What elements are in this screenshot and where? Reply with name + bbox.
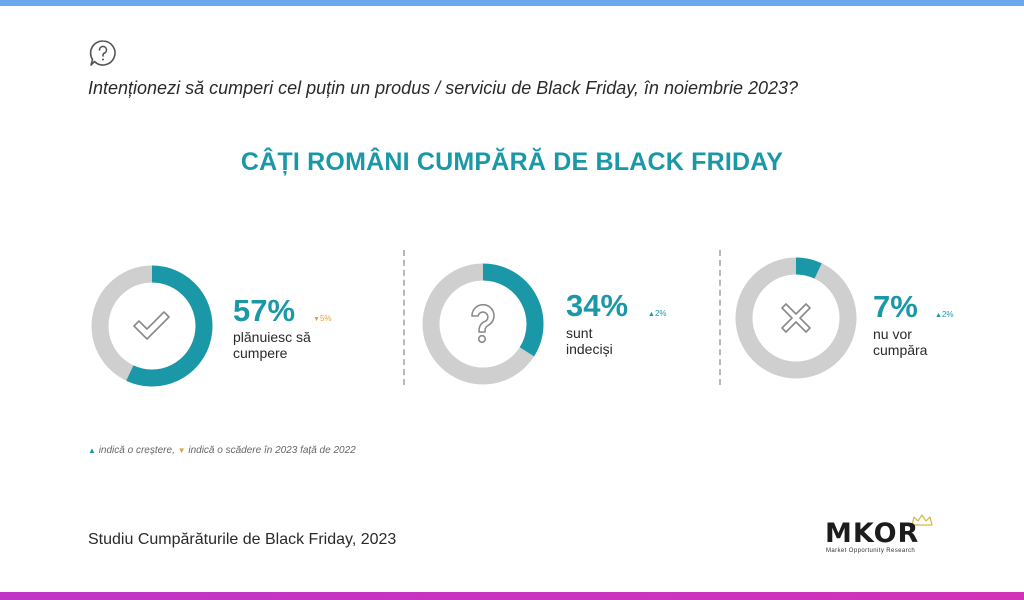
- donut-segment-plan-to-buy: [126, 265, 213, 387]
- delta-wont-buy: ▲2%: [935, 310, 954, 319]
- crown-icon: [911, 514, 933, 526]
- donut-chart-wont-buy: [735, 257, 857, 379]
- down-triangle-icon: ▼: [177, 446, 186, 455]
- survey-question: Intenționezi să cumperi cel puțin un pro…: [88, 78, 799, 98]
- up-triangle-icon: ▲: [648, 311, 655, 318]
- top-accent-bar: [0, 0, 1024, 6]
- chart-title: CÂȚI ROMÂNI CUMPĂRĂ DE BLACK FRIDAY: [240, 148, 784, 176]
- cross-icon: [781, 303, 811, 333]
- source-note: Studiu Cumpărăturile de Black Friday, 20…: [88, 531, 397, 548]
- check-icon: [133, 311, 170, 340]
- divider-1: [403, 250, 405, 385]
- legend-down-text: indică o scădere în 2023 față de 2022: [188, 445, 356, 456]
- legend: ▲ indică o creștere, ▼ indică o scădere …: [88, 445, 356, 456]
- label-wont-buy: nu vor cumpăra: [873, 326, 928, 358]
- logo-tagline: Market Opportunity Research: [826, 548, 916, 554]
- donut-track: [735, 257, 857, 379]
- up-triangle-icon: ▲: [935, 312, 942, 319]
- question-bubble-icon: [89, 40, 116, 66]
- donut-chart-undecided: [422, 263, 544, 385]
- percent-value-wont-buy: 7%: [873, 289, 918, 324]
- delta-plan-to-buy: ▼5%: [313, 314, 332, 323]
- legend-up-text: indică o creștere,: [98, 445, 175, 456]
- donut-chart-plan-to-buy: [91, 265, 213, 387]
- divider-2: [719, 250, 721, 385]
- question-icon: [471, 303, 495, 344]
- percent-value-plan-to-buy: 57%: [233, 293, 296, 328]
- delta-undecided: ▲2%: [648, 309, 667, 318]
- up-triangle-icon: ▲: [88, 446, 96, 455]
- percent-value-undecided: 34%: [566, 288, 629, 323]
- label-undecided: sunt indeciși: [566, 325, 613, 357]
- mkor-logo: MKOR Market Opportunity Research: [825, 514, 937, 558]
- bottom-accent-bar: [0, 592, 1024, 600]
- donut-segment-wont-buy: [795, 257, 822, 279]
- logo-name: MKOR: [825, 518, 920, 549]
- donut-segment-undecided: [482, 263, 544, 357]
- label-plan-to-buy: plănuiesc să cumpere: [233, 329, 311, 361]
- down-triangle-icon: ▼: [313, 316, 320, 323]
